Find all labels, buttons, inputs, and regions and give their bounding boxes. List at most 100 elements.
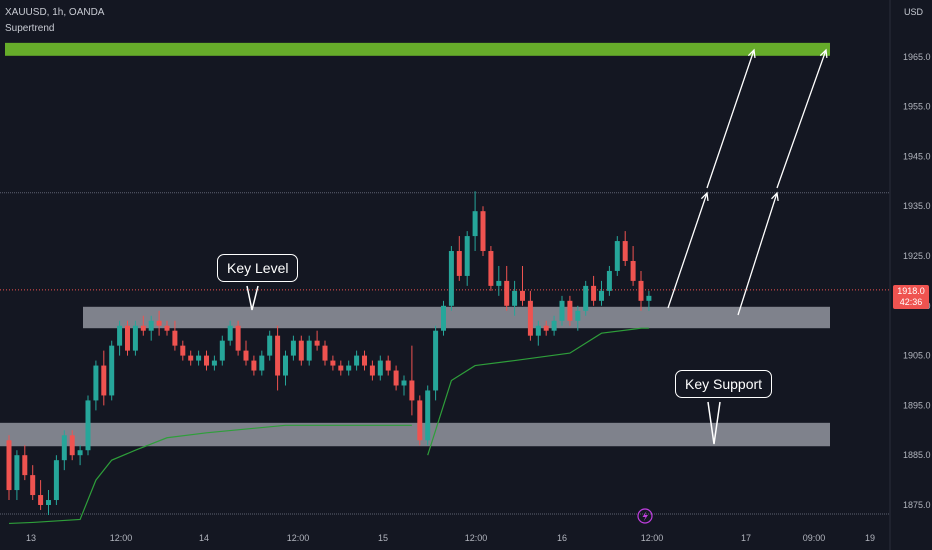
candle	[30, 465, 36, 501]
candle	[622, 231, 628, 266]
candle-body	[472, 211, 478, 237]
key-support-pointer	[707, 401, 721, 445]
price-tick-label: 1885.0	[903, 450, 931, 460]
candle	[369, 360, 375, 381]
candle-body	[227, 325, 233, 341]
candle-body	[622, 241, 628, 261]
candle-body	[180, 345, 186, 356]
candle	[385, 355, 391, 376]
candle-body	[512, 290, 518, 306]
candle-body	[314, 340, 320, 346]
bar-countdown: 42:36	[899, 297, 923, 307]
candle-body	[188, 355, 194, 361]
candle	[61, 430, 67, 471]
candle	[140, 315, 146, 336]
candle	[433, 325, 439, 401]
candle-body	[22, 455, 28, 476]
candle	[101, 350, 107, 406]
target-zone	[5, 42, 830, 56]
candle-body	[362, 355, 367, 366]
projection-arrow-line	[667, 192, 708, 309]
candle	[472, 191, 478, 252]
candle-body	[614, 241, 620, 271]
zones	[0, 42, 830, 447]
candle	[543, 320, 549, 336]
candle-body	[417, 400, 423, 441]
key-level-zone	[83, 306, 830, 329]
candle-body	[535, 325, 541, 336]
candle	[117, 320, 123, 356]
candle-body	[559, 300, 565, 321]
price-axis[interactable]: 1875.01885.01895.01905.01915.01925.01935…	[889, 0, 931, 550]
candle	[188, 350, 194, 366]
candle-body	[148, 320, 154, 331]
time-tick-label: 15	[378, 533, 388, 543]
price-tick-label: 1935.0	[903, 201, 931, 211]
candle-body	[275, 335, 281, 376]
candle	[551, 315, 557, 336]
key-level-pointer	[246, 285, 259, 311]
currency-label: USD	[904, 7, 924, 17]
candle	[559, 295, 565, 326]
candle-body	[251, 360, 257, 371]
projection-arrow-head	[747, 48, 756, 59]
candle	[417, 395, 423, 446]
candle-body	[464, 236, 470, 276]
candle-body	[306, 340, 312, 361]
supertrend-line	[427, 327, 649, 456]
candle-body	[211, 360, 217, 366]
projection-arrow-line	[737, 192, 778, 316]
candle	[132, 320, 138, 356]
symbol-title[interactable]: XAUUSD, 1h, OANDA	[5, 7, 105, 18]
candle	[69, 430, 75, 461]
candle	[298, 335, 304, 366]
candle-body	[575, 310, 581, 321]
price-tick-label: 1965.0	[903, 52, 931, 62]
candle	[646, 290, 652, 311]
candle	[393, 365, 399, 391]
candle-body	[283, 355, 288, 376]
candle-body	[140, 325, 146, 331]
candle-body	[93, 365, 99, 401]
candle-body	[156, 320, 162, 326]
indicator-label[interactable]: Supertrend	[5, 23, 55, 34]
candle	[575, 305, 581, 331]
candle-body	[290, 340, 296, 356]
candle	[377, 355, 383, 381]
candle-body	[346, 365, 352, 371]
time-axis[interactable]: 13 12:00 14 12:00 15 12:00 16 12:00 17 09:00 19	[26, 533, 875, 543]
price-tick-label: 1925.0	[903, 251, 931, 261]
candle-body	[61, 435, 67, 461]
candle-body	[164, 325, 170, 331]
candle	[85, 395, 91, 456]
candle-body	[409, 380, 415, 401]
candle-body	[219, 340, 225, 361]
candle-body	[196, 355, 202, 361]
price-tick-label: 1905.0	[903, 351, 931, 361]
candle-body	[369, 365, 375, 376]
candle	[527, 290, 533, 341]
candle	[290, 335, 296, 361]
candle	[148, 315, 154, 341]
candle-body	[385, 360, 391, 371]
candle	[535, 320, 541, 346]
candle	[409, 345, 415, 416]
projection-arrows	[246, 48, 828, 445]
candle	[275, 325, 281, 391]
candle	[227, 320, 233, 346]
price-tick-label: 1945.0	[903, 151, 931, 161]
time-tick-label: 12:00	[287, 533, 310, 543]
candle-body	[377, 360, 383, 376]
candle-body	[235, 325, 241, 351]
flash-icon[interactable]	[637, 508, 653, 524]
price-tick-label: 1895.0	[903, 400, 931, 410]
candle-body	[259, 355, 265, 371]
price-tick-label: 1955.0	[903, 102, 931, 112]
candle	[441, 300, 446, 336]
candle	[638, 270, 644, 311]
candle-body	[456, 251, 462, 276]
candle	[480, 206, 486, 256]
key-support-zone	[0, 422, 830, 447]
reference-lines	[0, 192, 890, 515]
